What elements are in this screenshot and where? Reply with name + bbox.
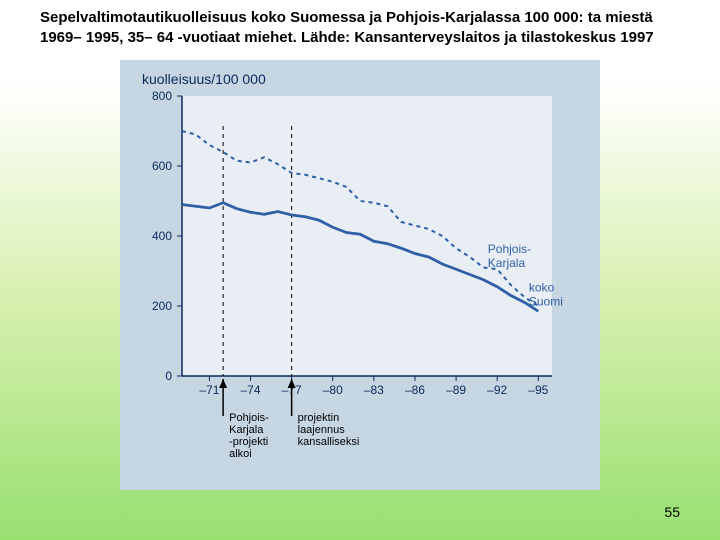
svg-text:600: 600 — [152, 159, 172, 173]
line-chart: 0200400600800–71–74–77–80–83–86–89–92–95… — [120, 60, 600, 490]
svg-text:–71: –71 — [199, 383, 219, 397]
svg-text:koko: koko — [529, 281, 555, 295]
svg-text:laajennus: laajennus — [298, 424, 346, 436]
svg-text:–74: –74 — [241, 383, 261, 397]
page-number: 55 — [664, 504, 680, 520]
svg-text:0: 0 — [165, 369, 172, 383]
svg-text:kuolleisuus/100 000: kuolleisuus/100 000 — [142, 71, 266, 87]
svg-text:kansalliseksi: kansalliseksi — [298, 436, 360, 448]
svg-text:200: 200 — [152, 299, 172, 313]
svg-text:800: 800 — [152, 89, 172, 103]
chart-container: 0200400600800–71–74–77–80–83–86–89–92–95… — [120, 60, 600, 490]
svg-text:–80: –80 — [323, 383, 343, 397]
svg-text:–92: –92 — [487, 383, 507, 397]
caption-line1: Sepelvaltimotautikuolleisuus koko Suomes… — [40, 9, 653, 26]
svg-text:Pohjois-: Pohjois- — [229, 412, 269, 424]
caption: Sepelvaltimotautikuolleisuus koko Suomes… — [40, 8, 710, 47]
svg-text:Suomi: Suomi — [529, 295, 563, 309]
svg-text:Karjala: Karjala — [488, 256, 526, 270]
svg-text:projektin: projektin — [298, 412, 340, 424]
svg-text:Karjala: Karjala — [229, 424, 264, 436]
svg-text:–89: –89 — [446, 383, 466, 397]
svg-text:–95: –95 — [528, 383, 548, 397]
svg-text:alkoi: alkoi — [229, 448, 252, 460]
svg-text:-projekti: -projekti — [229, 436, 268, 448]
svg-text:Pohjois-: Pohjois- — [488, 242, 531, 256]
page-number-value: 55 — [664, 504, 680, 520]
svg-text:400: 400 — [152, 229, 172, 243]
caption-line2: 1969– 1995, 35– 64 -vuotiaat miehet. Läh… — [40, 29, 654, 46]
svg-text:–86: –86 — [405, 383, 425, 397]
svg-text:–83: –83 — [364, 383, 384, 397]
